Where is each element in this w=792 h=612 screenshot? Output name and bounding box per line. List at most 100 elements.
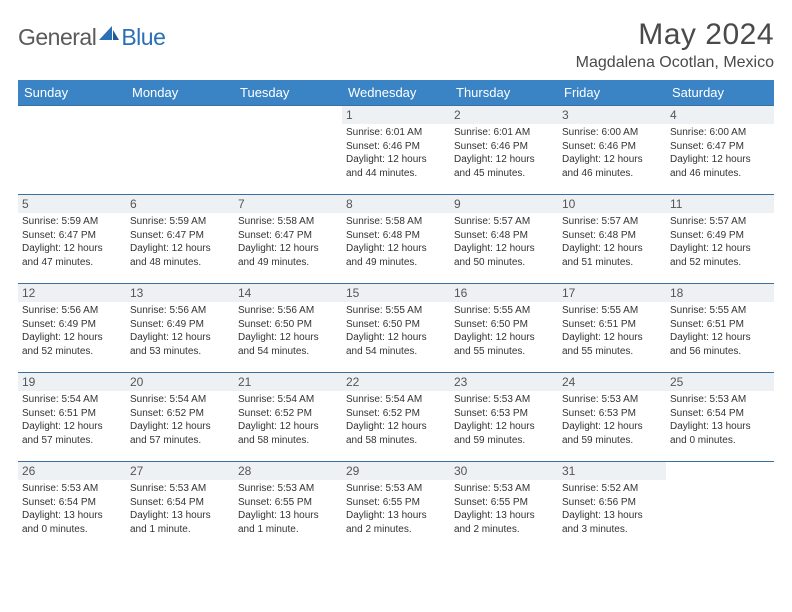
weekday-label: Thursday xyxy=(450,80,558,105)
day-number: 26 xyxy=(18,462,126,480)
logo-word1: General xyxy=(18,24,96,51)
daylight-line: Daylight: 13 hours and 0 minutes. xyxy=(670,421,751,446)
daylight-line: Daylight: 12 hours and 49 minutes. xyxy=(238,243,319,268)
day-cell: 24 Sunrise: 5:53 AM Sunset: 6:53 PM Dayligh… xyxy=(558,373,666,461)
day-body: Sunrise: 5:58 AMSunset: 6:48 PMDaylight:… xyxy=(342,213,450,275)
day-cell: 4Sunrise: 6:00 AMSunset: 6:47 PMDaylight… xyxy=(666,106,774,194)
day-number: 11 xyxy=(666,195,774,213)
day-number: 6 xyxy=(126,195,234,213)
day-cell: 23Sunrise: 5:53 AMSunset: 6:53 PMDayligh… xyxy=(450,373,558,461)
daylight-line: Daylight: 13 hours and 3 minutes. xyxy=(562,510,643,535)
logo: General Blue xyxy=(18,18,165,51)
sunrise-line: Sunrise: 5:54 AM xyxy=(130,394,206,405)
sunrise-line: Sunrise: 5:57 AM xyxy=(562,216,638,227)
sunrise-line: Sunrise: 5:56 AM xyxy=(238,305,314,316)
sunrise-line: Sunrise: 5:53 AM xyxy=(130,483,206,494)
day-cell: 20Sunrise: 5:54 AMSunset: 6:52 PMDayligh… xyxy=(126,373,234,461)
day-cell: 11 Sunrise: 5:57 AM Sunset: 6:49 PM Dayligh… xyxy=(666,195,774,283)
daylight-line: Daylight: 12 hours and 54 minutes. xyxy=(346,332,427,357)
sunset-line: Sunset: 6:53 PM xyxy=(562,408,636,419)
day-body: Sunrise: 5:54 AMSunset: 6:52 PMDaylight:… xyxy=(342,391,450,453)
day-number: 15 xyxy=(342,284,450,302)
daylight-line: Daylight: 13 hours and 2 minutes. xyxy=(454,510,535,535)
day-number: 18 xyxy=(666,284,774,302)
sunset-line: Sunset: 6:49 PM xyxy=(670,230,744,241)
day-body: Sunrise: 5:59 AMSunset: 6:47 PMDaylight:… xyxy=(18,213,126,275)
day-body: Sunrise: 6:01 AMSunset: 6:46 PMDaylight:… xyxy=(342,124,450,186)
sunrise-line: Sunrise: 5:55 AM xyxy=(346,305,422,316)
sunset-line: Sunset: 6:47 PM xyxy=(238,230,312,241)
title-block: May 2024 Magdalena Ocotlan, Mexico xyxy=(576,18,774,72)
sunrise-line: Sunrise: 5:53 AM xyxy=(670,394,746,405)
sunrise-line: Sunrise: 5:57 AM xyxy=(454,216,530,227)
daylight-line: Daylight: 12 hours and 52 minutes. xyxy=(22,332,103,357)
day-body: Sunrise: 6:01 AMSunset: 6:46 PMDaylight:… xyxy=(450,124,558,186)
weekday-label: Sunday xyxy=(18,80,126,105)
weekday-label: Saturday xyxy=(666,80,774,105)
day-cell: 26Sunrise: 5:53 AMSunset: 6:54 PMDayligh… xyxy=(18,462,126,550)
sunrise-line: Sunrise: 5:54 AM xyxy=(346,394,422,405)
day-number: 30 xyxy=(450,462,558,480)
sunset-line: Sunset: 6:47 PM xyxy=(22,230,96,241)
daylight-line: Daylight: 12 hours and 48 minutes. xyxy=(130,243,211,268)
day-number: 25 xyxy=(666,373,774,391)
sunset-line: Sunset: 6:50 PM xyxy=(454,319,528,330)
day-cell: 14Sunrise: 5:56 AMSunset: 6:50 PMDayligh… xyxy=(234,284,342,372)
day-number: 13 xyxy=(126,284,234,302)
sunrise-line: Sunrise: 5:56 AM xyxy=(130,305,206,316)
daylight-line: Daylight: 12 hours and 55 minutes. xyxy=(562,332,643,357)
day-cell: 8Sunrise: 5:58 AMSunset: 6:48 PMDaylight… xyxy=(342,195,450,283)
day-cell: 2Sunrise: 6:01 AMSunset: 6:46 PMDaylight… xyxy=(450,106,558,194)
sunrise-line: Sunrise: 5:57 AM xyxy=(670,216,746,227)
day-number: 19 xyxy=(18,373,126,391)
sunrise-line: Sunrise: 5:53 AM xyxy=(454,483,530,494)
daylight-line: Daylight: 13 hours and 1 minute. xyxy=(130,510,211,535)
day-number: 31 xyxy=(558,462,666,480)
sunset-line: Sunset: 6:50 PM xyxy=(238,319,312,330)
day-cell: 3Sunrise: 6:00 AMSunset: 6:46 PMDaylight… xyxy=(558,106,666,194)
day-cell: 29Sunrise: 5:53 AMSunset: 6:55 PMDayligh… xyxy=(342,462,450,550)
week-row: 1Sunrise: 6:01 AMSunset: 6:46 PMDaylight… xyxy=(18,105,774,194)
sunset-line: Sunset: 6:51 PM xyxy=(670,319,744,330)
daylight-line: Daylight: 12 hours and 46 minutes. xyxy=(670,154,751,179)
sunrise-line: Sunrise: 5:55 AM xyxy=(562,305,638,316)
day-cell: 30Sunrise: 5:53 AMSunset: 6:55 PMDayligh… xyxy=(450,462,558,550)
sunset-line: Sunset: 6:47 PM xyxy=(130,230,204,241)
day-number: 21 xyxy=(234,373,342,391)
day-cell: 25Sunrise: 5:53 AMSunset: 6:54 PMDayligh… xyxy=(666,373,774,461)
weekday-label: Wednesday xyxy=(342,80,450,105)
sunset-line: Sunset: 6:49 PM xyxy=(22,319,96,330)
day-body: Sunrise: 5:53 AMSunset: 6:54 PMDaylight:… xyxy=(126,480,234,542)
daylight-line: Daylight: 12 hours and 52 minutes. xyxy=(670,243,751,268)
sunrise-line: Sunrise: 5:53 AM xyxy=(562,394,638,405)
daylight-line: Daylight: 12 hours and 44 minutes. xyxy=(346,154,427,179)
day-number: 24 xyxy=(558,373,666,391)
sunset-line: Sunset: 6:48 PM xyxy=(562,230,636,241)
sunrise-line: Sunrise: 6:00 AM xyxy=(562,127,638,138)
daylight-line: Daylight: 12 hours and 59 minutes. xyxy=(562,421,643,446)
daylight-line: Daylight: 12 hours and 47 minutes. xyxy=(22,243,103,268)
week-row: 26Sunrise: 5:53 AMSunset: 6:54 PMDayligh… xyxy=(18,461,774,550)
day-cell: 15Sunrise: 5:55 AMSunset: 6:50 PMDayligh… xyxy=(342,284,450,372)
day-number: 4 xyxy=(666,106,774,124)
sunrise-line: Sunrise: 5:58 AM xyxy=(346,216,422,227)
day-body: Sunrise: 5:55 AMSunset: 6:51 PMDaylight:… xyxy=(558,302,666,364)
day-body: Sunrise: 5:56 AM Sunset: 6:50 PM Daylight:… xyxy=(234,302,342,364)
day-cell: 28Sunrise: 5:53 AMSunset: 6:55 PMDayligh… xyxy=(234,462,342,550)
day-number: 29 xyxy=(342,462,450,480)
daylight-line: Daylight: 12 hours and 54 minutes. xyxy=(238,332,319,357)
sunset-line: Sunset: 6:52 PM xyxy=(346,408,420,419)
week-row: 19 Sunrise: 5:54 AM Sunset: 6:51 PM Dayligh… xyxy=(18,372,774,461)
day-number: 28 xyxy=(234,462,342,480)
daylight-line: Daylight: 12 hours and 57 minutes. xyxy=(22,421,103,446)
sunset-line: Sunset: 6:51 PM xyxy=(22,408,96,419)
daylight-line: Daylight: 12 hours and 49 minutes. xyxy=(346,243,427,268)
daylight-line: Daylight: 12 hours and 46 minutes. xyxy=(562,154,643,179)
daylight-line: Daylight: 12 hours and 56 minutes. xyxy=(670,332,751,357)
sunrise-line: Sunrise: 5:55 AM xyxy=(454,305,530,316)
day-cell: 19Sunrise: 5:54 AMSunset: 6:51 PMDayligh… xyxy=(18,373,126,461)
month-title: May 2024 xyxy=(576,18,774,52)
day-cell: 12Sunrise: 5:56 AMSunset: 6:49 PMDayligh… xyxy=(18,284,126,372)
day-number: 5 xyxy=(18,195,126,213)
weekday-label: Monday xyxy=(126,80,234,105)
